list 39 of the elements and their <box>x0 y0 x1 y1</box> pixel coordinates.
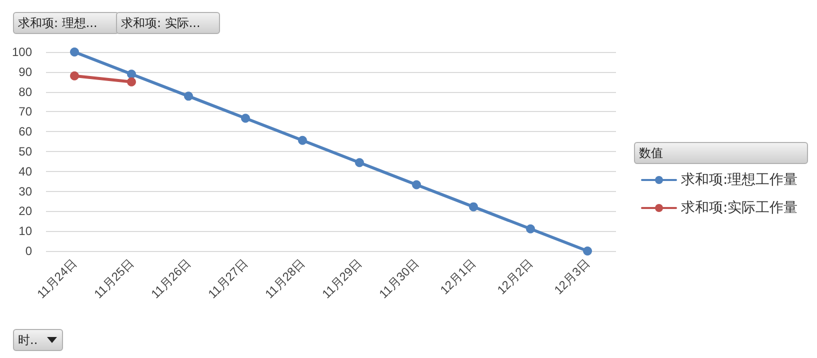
point <box>70 71 79 80</box>
x-tick-label: 11月24日 <box>34 256 80 302</box>
x-tick-label: 11月27日 <box>205 256 250 302</box>
y-tick-label: 60 <box>18 124 32 139</box>
point <box>526 224 535 234</box>
legend-label: 求和项:实际工作量 <box>681 200 798 216</box>
y-tick-label: 70 <box>18 104 32 119</box>
y-tick-label: 80 <box>18 84 32 99</box>
text: 求和项: 理想... <box>13 12 119 34</box>
y-tick-label: 20 <box>18 204 32 218</box>
y-tick-label: 0 <box>25 244 32 258</box>
point <box>184 92 193 101</box>
point <box>583 246 592 256</box>
text: 求和项: 实际... <box>116 12 220 34</box>
y-tick-label: 10 <box>18 224 32 238</box>
x-tick-label: 12月2日 <box>494 256 536 298</box>
point <box>412 180 421 190</box>
point <box>70 48 79 56</box>
y-tick-label: 30 <box>18 184 32 198</box>
x-tick-label: 11月28日 <box>262 256 308 302</box>
x-tick-label: 12月3日 <box>551 256 592 298</box>
x-tick-label: 11月30日 <box>376 256 422 302</box>
y-tick-label: 100 <box>12 45 32 59</box>
point <box>469 202 478 212</box>
point <box>355 158 364 168</box>
y-tick-label: 90 <box>18 64 32 79</box>
point <box>241 114 250 123</box>
x-tick-label: 11月25日 <box>91 256 136 302</box>
point <box>127 70 136 79</box>
point <box>127 77 136 86</box>
x-tick-label: 12月1日 <box>437 256 478 298</box>
point <box>298 136 307 145</box>
y-tick-label: 40 <box>18 164 32 178</box>
legend-label: 求和项:理想工作量 <box>681 172 798 188</box>
y-tick-label: 50 <box>18 144 32 158</box>
x-tick-label: 11月29日 <box>319 256 364 302</box>
x-tick-label: 11月26日 <box>148 256 194 302</box>
text: 时.. <box>18 333 38 347</box>
legend-title: 数值 <box>634 142 808 164</box>
